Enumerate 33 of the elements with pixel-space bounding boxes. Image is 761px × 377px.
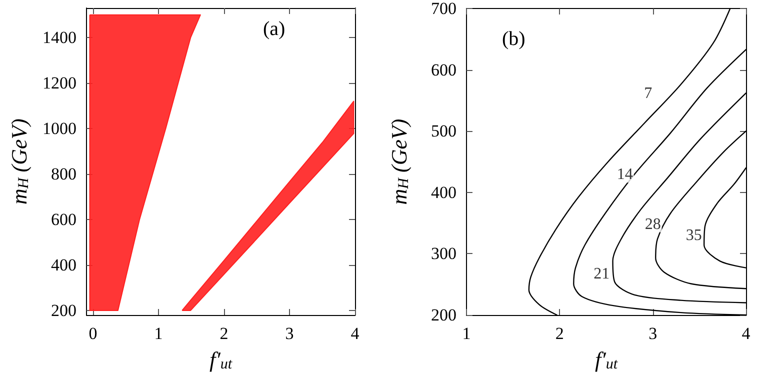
annotation: 21 [594,265,610,282]
x-tick-label: 4 [742,324,751,343]
y-tick-label: 400 [431,182,456,202]
annotation: 35 [686,226,702,244]
annotation: 28 [644,216,661,233]
y-tick-label: 600 [51,210,76,229]
y-tick-label: 1000 [42,119,76,138]
y-tick-label: 200 [431,306,456,324]
y-tick-label: 700 [431,0,456,18]
x-tick-label: 0 [88,324,98,343]
y-tick-label: 400 [51,255,76,274]
y-tick-label: 200 [51,300,76,320]
annotation: 14 [616,166,633,184]
x-tick-label: 2 [555,324,564,343]
y-tick-label: 800 [51,164,76,184]
x-tick-label: 2 [220,324,228,343]
y-tick-label: 500 [431,122,456,141]
x-tick-label: 4 [350,324,360,343]
y-tick-label: 600 [431,60,456,80]
x-tick-label: 1 [462,324,471,343]
y-axis-title: mH (GeV) [386,118,412,205]
y-tick-label: 1200 [42,74,76,93]
y-tick-label: 1400 [42,28,76,48]
text: (b) [502,28,526,50]
x-tick-label: 3 [285,324,294,343]
x-axis-title: f′ut [209,347,233,372]
annotation: 7 [644,85,652,102]
y-axis-title: mH (GeV) [6,118,32,204]
x-tick-label: 3 [648,324,658,343]
x-axis-title: f′ut [594,347,618,372]
y-tick-label: 300 [431,244,456,264]
x-tick-label: 1 [154,324,163,343]
text: (a) [263,18,286,40]
